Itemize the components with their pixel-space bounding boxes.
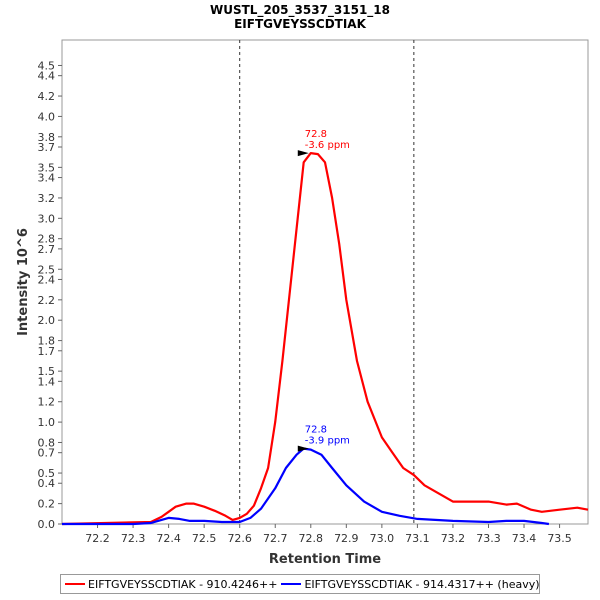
x-tick-label: 72.3 [121,532,146,545]
chart-title: WUSTL_205_3537_3151_18 [210,3,390,18]
y-tick-label: 0.5 [38,467,56,480]
y-tick-label: 2.4 [38,273,56,286]
y-tick-label: 0.2 [38,498,56,511]
x-tick-label: 72.2 [85,532,110,545]
series-line-light [61,152,589,526]
y-tick-label: 1.5 [38,365,56,378]
x-tick-label: 72.4 [156,532,181,545]
x-tick-label: 73.3 [476,532,501,545]
peak-annotation-text: -3.6 ppm [305,140,350,151]
x-tick-label: 72.8 [299,532,324,545]
peak-annotation-text: -3.9 ppm [305,436,350,447]
x-tick-label: 72.5 [192,532,217,545]
y-tick-label: 4.0 [38,110,56,123]
x-tick-label: 73.4 [512,532,537,545]
y-tick-label: 2.2 [38,294,56,307]
y-tick-label: 2.8 [38,233,56,246]
y-tick-label: 1.8 [38,335,56,348]
peak-annotation-text: 72.8 [305,129,327,140]
legend-label-light: EIFTGVEYSSCDTIAK - 910.4246++ [88,577,278,591]
x-tick-label: 73.1 [405,532,430,545]
y-tick-label: 0.8 [38,436,56,449]
y-tick-label: 4.4 [38,70,56,83]
peak-annotation-text: 72.8 [305,425,327,436]
x-tick-label: 73.2 [441,532,466,545]
y-tick-label: 3.2 [38,192,56,205]
y-axis-label: Intensity 10^6 [16,228,31,336]
chart-subtitle: EIFTGVEYSSCDTIAK [234,17,367,31]
y-tick-label: 2.0 [38,314,56,327]
y-axis-ticks: 0.0 0.2 0.40.5 0.70.8 1.0 1.2 1.41.5 1.71.8 2.0 2… [38,59,62,531]
peak-marker [297,445,309,452]
y-tick-label: 3.4 [38,172,56,185]
x-tick-label: 73.0 [370,532,395,545]
y-tick-label: 3.0 [38,212,56,225]
plot-area [61,39,589,525]
y-tick-label: 2.7 [38,243,56,256]
y-tick-label: 4.5 [38,59,56,72]
legend-swatch-heavy [281,583,302,585]
y-tick-label: 0.7 [38,447,56,460]
y-tick-label: 1.0 [38,416,56,429]
legend: EIFTGVEYSSCDTIAK - 910.4246++ EIFTGVEYSS… [60,574,540,594]
y-tick-label: 0.4 [38,477,56,490]
legend-swatch-light [65,583,85,585]
y-tick-label: 1.7 [38,345,56,358]
legend-label-heavy: EIFTGVEYSSCDTIAK - 914.4317++ (heavy) [304,577,540,591]
x-axis-label: Retention Time [269,552,381,567]
y-tick-label: 2.5 [38,263,56,276]
y-tick-label: 1.2 [38,396,56,409]
y-tick-label: 3.5 [38,161,56,174]
y-tick-label: 3.7 [38,141,56,154]
x-tick-label: 72.7 [263,532,288,545]
y-tick-label: 0.0 [38,518,56,531]
x-tick-label: 72.9 [334,532,359,545]
y-tick-label: 3.8 [38,131,56,144]
y-tick-label: 1.4 [38,375,56,388]
legend-item-heavy: EIFTGVEYSSCDTIAK - 914.4317++ (heavy) [281,578,539,591]
y-tick-label: 4.2 [38,90,56,103]
boundary-lines [239,40,415,524]
x-tick-label: 72.6 [227,532,252,545]
legend-item-light: EIFTGVEYSSCDTIAK - 910.4246++ [65,578,277,591]
x-axis-ticks: 72.2 72.3 72.4 72.5 72.6 72.7 72.8 72.9 73.0 73.1… [85,524,572,545]
series-line-heavy [62,447,550,526]
peak-marker [297,150,309,157]
series-lines [61,152,589,526]
x-tick-label: 73.5 [547,532,572,545]
